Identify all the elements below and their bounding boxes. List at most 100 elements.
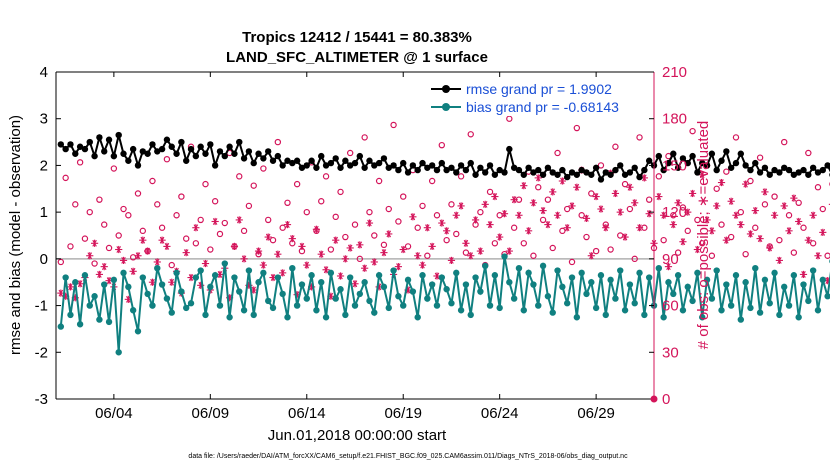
bias-point xyxy=(264,297,272,305)
evaluated-obs-point xyxy=(770,211,779,219)
rmse-point xyxy=(250,159,257,167)
evaluated-obs-point xyxy=(394,263,403,271)
legend: rmse grand pr = 1.9902 bias grand pr = -… xyxy=(426,80,646,116)
bias-point xyxy=(366,297,373,305)
rmse-point xyxy=(506,145,513,153)
possible-obs-point xyxy=(674,249,682,256)
bias-point xyxy=(245,267,253,274)
bias-point xyxy=(467,311,474,319)
evaluated-obs-point xyxy=(163,242,171,250)
bias-point xyxy=(115,349,122,356)
possible-obs-point xyxy=(390,121,397,129)
bias-point xyxy=(665,279,672,286)
rmse-point xyxy=(207,141,214,148)
rmse-point xyxy=(187,145,195,153)
rmse-point xyxy=(747,166,754,174)
rmse-point xyxy=(718,157,725,164)
rmse-point xyxy=(530,169,537,176)
evaluated-obs-point xyxy=(476,247,484,255)
bias-point xyxy=(332,295,339,302)
data-file-footnote: data file: /Users/raeder/DAI/ATM_forcXX/… xyxy=(188,453,628,460)
possible-obs-point xyxy=(269,236,277,244)
evaluated-obs-point xyxy=(385,230,393,238)
evaluated-obs-point xyxy=(505,247,513,255)
rmse-point xyxy=(761,164,769,171)
possible-obs-point xyxy=(385,205,392,213)
bias-point xyxy=(207,283,214,291)
bias-point xyxy=(776,311,783,319)
bias-point xyxy=(674,272,682,279)
evaluated-obs-point xyxy=(119,256,128,265)
rmse-point xyxy=(337,164,344,171)
possible-obs-point xyxy=(771,193,778,200)
possible-obs-point xyxy=(597,162,605,169)
evaluated-obs-point xyxy=(240,255,248,263)
rmse-point xyxy=(641,166,648,174)
bias-point xyxy=(318,279,325,286)
x-tick-label: 06/24 xyxy=(481,405,519,422)
evaluated-obs-point xyxy=(418,261,427,269)
evaluated-obs-point xyxy=(804,236,812,244)
rmse-point xyxy=(626,169,634,176)
rmse-point xyxy=(129,145,137,153)
rmse-point xyxy=(607,171,614,178)
evaluated-obs-point xyxy=(645,210,653,218)
evaluated-obs-point xyxy=(525,227,533,235)
possible-obs-point xyxy=(327,246,335,253)
possible-obs-point xyxy=(645,196,653,203)
bias-point xyxy=(236,288,243,295)
possible-obs-point xyxy=(303,208,310,216)
bias-point xyxy=(303,295,310,302)
rmse-point xyxy=(216,148,224,155)
possible-obs-point xyxy=(708,252,716,259)
bias-point xyxy=(57,323,65,330)
rmse-point xyxy=(115,131,122,139)
possible-obs-point xyxy=(448,201,455,208)
evaluated-obs-point xyxy=(621,233,629,241)
rmse-point xyxy=(221,152,228,160)
evaluated-obs-point xyxy=(809,211,817,219)
evaluated-obs-point xyxy=(587,252,595,260)
bias-point xyxy=(457,307,465,314)
possible-obs-point xyxy=(510,224,518,231)
evaluated-obs-point xyxy=(746,230,755,238)
bias-point xyxy=(86,302,93,309)
rmse-point xyxy=(361,164,368,171)
bias-point xyxy=(279,290,286,298)
evaluated-obs-point xyxy=(664,263,673,271)
evaluated-obs-point xyxy=(597,205,605,213)
evaluated-obs-point xyxy=(814,252,822,260)
possible-obs-point xyxy=(583,233,590,241)
evaluated-obs-point xyxy=(90,239,99,247)
possible-obs-point xyxy=(346,149,354,157)
bias-point xyxy=(72,279,79,286)
rmse-point xyxy=(549,169,556,176)
evaluated-obs-point xyxy=(660,211,668,219)
rmse-point xyxy=(419,159,426,167)
possible-obs-point xyxy=(154,201,161,208)
evaluated-obs-point xyxy=(129,267,137,275)
y-right-tick-label: 30 xyxy=(662,344,679,361)
evaluated-obs-point xyxy=(192,224,200,232)
evaluated-obs-point xyxy=(688,189,697,198)
bias-point xyxy=(105,318,113,326)
rmse-point xyxy=(342,157,349,164)
possible-obs-point xyxy=(250,182,257,189)
rmse-point xyxy=(563,173,571,181)
evaluated-obs-point xyxy=(428,242,436,250)
bias-point xyxy=(438,274,446,281)
rmse-point xyxy=(125,157,132,164)
possible-obs-point xyxy=(168,261,175,269)
rmse-point xyxy=(76,143,84,150)
bias-point xyxy=(814,307,822,314)
possible-obs-point xyxy=(202,180,209,188)
possible-obs-point xyxy=(400,193,407,200)
evaluated-obs-point xyxy=(187,273,195,282)
possible-obs-point xyxy=(506,115,513,122)
possible-obs-point xyxy=(318,198,325,205)
bias-point xyxy=(322,314,330,321)
bias-point xyxy=(226,314,233,321)
rmse-point xyxy=(375,159,383,167)
possible-obs-point xyxy=(72,201,79,208)
rmse-point xyxy=(390,162,397,169)
